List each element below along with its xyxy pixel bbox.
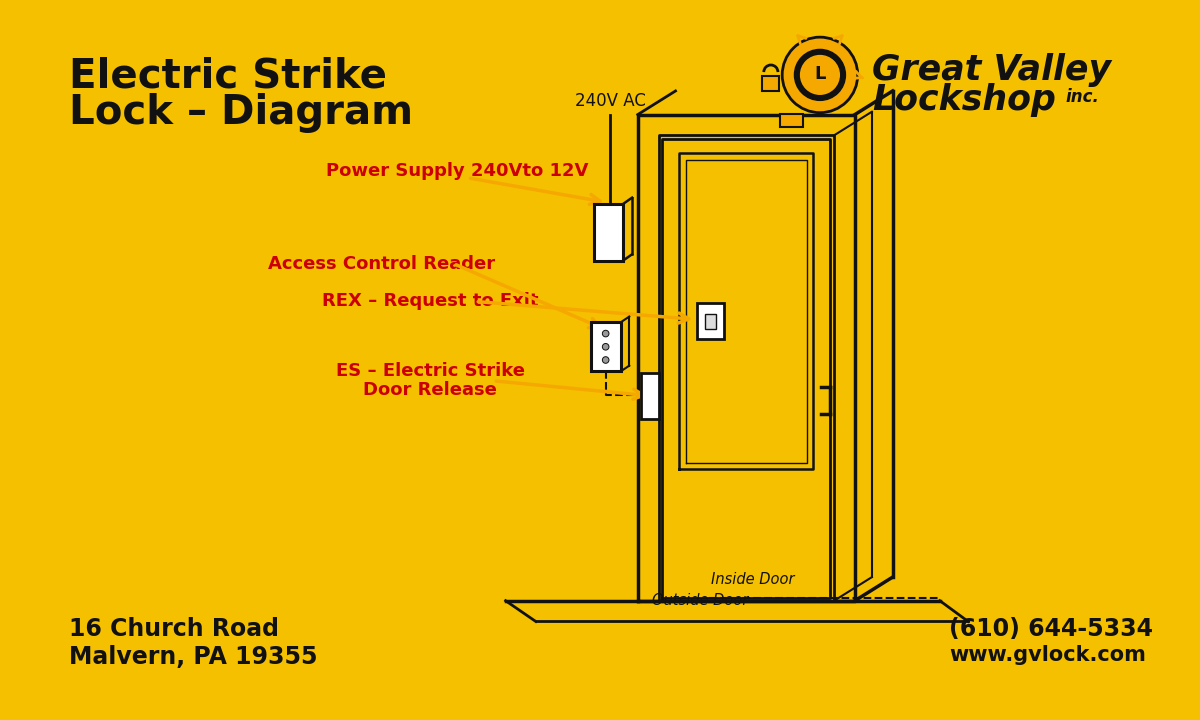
Circle shape <box>799 54 841 96</box>
Text: ES – Electric Strike: ES – Electric Strike <box>336 362 524 380</box>
Text: Great Valley: Great Valley <box>872 53 1111 87</box>
Text: www.gvlock.com: www.gvlock.com <box>949 645 1146 665</box>
Bar <box>704 314 716 329</box>
Circle shape <box>602 343 608 350</box>
Text: Electric Strike: Electric Strike <box>70 56 388 96</box>
Text: 240V AC: 240V AC <box>575 92 646 110</box>
Text: 16 Church Road: 16 Church Road <box>70 617 280 641</box>
Bar <box>697 303 724 339</box>
Text: Lock – Diagram: Lock – Diagram <box>70 93 414 133</box>
Text: Outside Door: Outside Door <box>652 593 749 608</box>
Circle shape <box>602 356 608 364</box>
Bar <box>590 323 620 372</box>
Circle shape <box>794 50 846 100</box>
Text: Access Control Reader: Access Control Reader <box>268 255 494 273</box>
Text: Lockshop: Lockshop <box>872 84 1056 117</box>
Text: REX – Request to Exit: REX – Request to Exit <box>322 292 538 310</box>
Circle shape <box>782 37 858 112</box>
Bar <box>641 373 660 418</box>
Text: Power Supply 240Vto 12V: Power Supply 240Vto 12V <box>326 162 589 180</box>
Circle shape <box>602 330 608 337</box>
Text: inc.: inc. <box>1066 88 1099 106</box>
Text: (610) 644-5334: (610) 644-5334 <box>949 617 1153 641</box>
Text: Inside Door: Inside Door <box>712 572 794 587</box>
Text: Malvern, PA 19355: Malvern, PA 19355 <box>70 645 318 669</box>
Bar <box>780 114 803 127</box>
Text: L: L <box>815 65 826 83</box>
Text: Door Release: Door Release <box>364 381 497 399</box>
Bar <box>594 204 623 261</box>
Bar <box>762 76 779 91</box>
